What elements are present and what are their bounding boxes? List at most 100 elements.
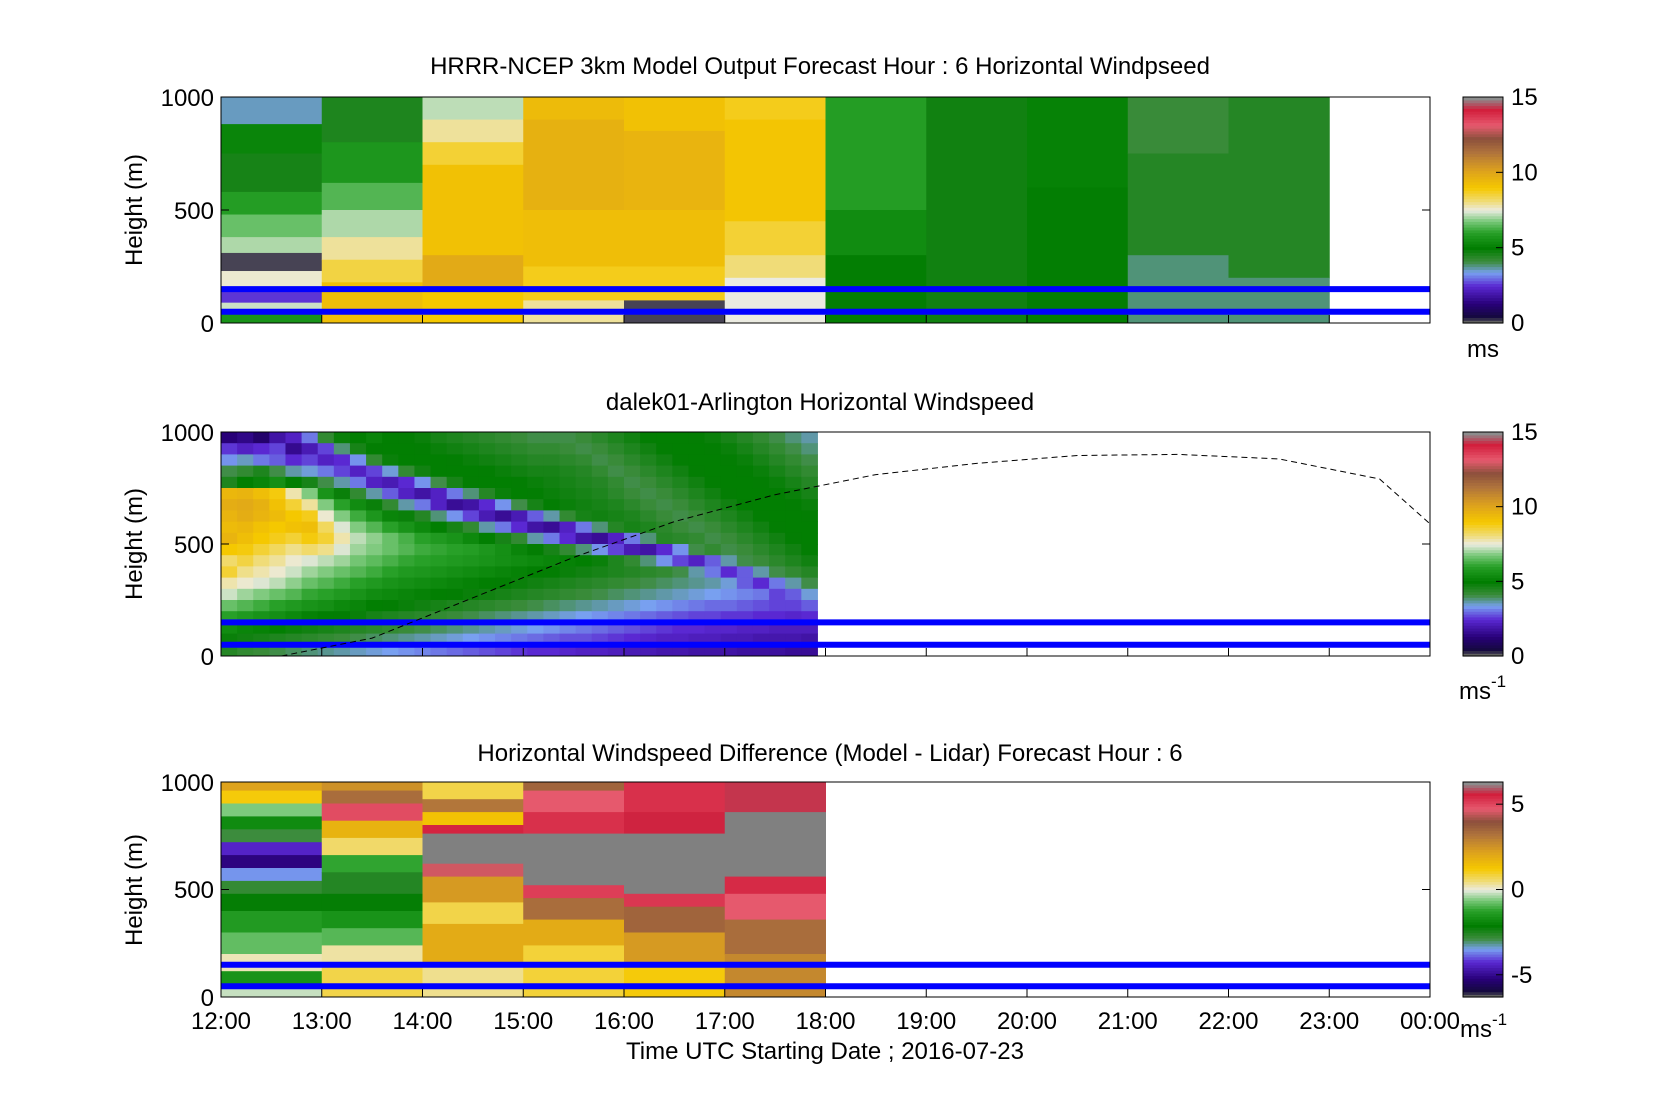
colorbar-swatch-2-20 [1463,940,1503,944]
colorbar-swatch-0-40 [1463,207,1503,211]
panel-model-x-ticks [220,96,1431,324]
colorbar-swatch-2-44 [1463,876,1503,880]
colorbar-swatch-1-26 [1463,580,1503,584]
lidar-cell-2-11 [253,555,270,567]
lidar-cell-10-15 [382,600,399,612]
heatmap-cell-2-4-0 [624,782,726,813]
heatmap-cell-0-2-2 [422,142,524,166]
lidar-cell-10-8 [382,521,399,534]
lidar-cell-28-11 [672,555,689,567]
lidar-cell-29-9 [688,532,706,545]
lidar-cell-31-19 [720,644,738,657]
lidar-cell-33-14 [752,588,770,601]
lidar-cell-7-9 [333,532,351,545]
lidar-cell-34-10 [769,544,786,556]
lidar-cell-34-8 [769,521,786,534]
lidar-cell-2-14 [253,588,270,601]
lidar-cell-8-0 [349,432,367,444]
heatmap-cell-2-0-11 [221,932,323,955]
lidar-cell-15-10 [462,544,480,556]
heatmap-cell-2-0-10 [221,911,323,933]
lidar-cell-4-2 [285,454,303,467]
colorbar-swatch-1-33 [1463,560,1503,565]
heatmap-cell-2-3-4 [523,885,625,899]
lidar-cell-34-9 [769,532,786,545]
lidar-cell-29-18 [688,633,706,646]
lidar-cell-7-10 [333,544,351,556]
lidar-cell-31-7 [720,510,738,523]
lidar-cell-3-16 [269,611,286,623]
lidar-cell-14-14 [446,588,464,601]
lidar-cell-29-0 [688,432,706,444]
lidar-cell-1-2 [237,454,254,467]
colorbar-swatch-2-35 [1463,900,1503,904]
lidar-cell-25-9 [624,532,641,545]
colorbar-swatch-2-53 [1463,851,1503,856]
lidar-cell-20-10 [543,544,561,556]
lidar-cell-35-15 [785,600,802,612]
lidar-cell-3-1 [269,443,286,455]
lidar-cell-6-11 [317,555,335,567]
lidar-cell-22-2 [575,454,593,467]
lidar-cell-8-10 [349,544,367,556]
lidar-cell-32-6 [736,499,754,511]
lidar-cell-30-17 [704,622,722,635]
lidar-cell-0-6 [221,499,238,511]
lidar-cell-11-2 [398,454,415,467]
lidar-cell-27-16 [656,611,673,623]
lidar-cell-21-15 [559,600,577,612]
colorbar-swatch-0-62 [1463,145,1503,149]
lidar-cell-30-0 [704,432,722,444]
colorbar-swatch-2-54 [1463,849,1503,853]
lidar-cell-22-12 [575,566,593,579]
lidar-cell-36-9 [801,532,818,545]
colorbar-swatch-0-27 [1463,243,1503,248]
lidar-cell-27-5 [656,488,673,500]
lidar-cell-4-11 [285,555,303,567]
colorbar-swatch-2-56 [1463,843,1503,848]
colorbar-swatch-1-31 [1463,566,1503,570]
lidar-cell-12-12 [414,566,432,579]
lidar-cell-19-0 [527,432,544,444]
colorbar-swatch-2-68 [1463,811,1503,815]
colorbar-swatch-1-70 [1463,457,1503,461]
panel-model-reference-lines [221,286,1430,315]
lidar-cell-23-6 [591,499,609,511]
lidar-cell-36-11 [801,555,818,567]
lidar-cell-15-5 [462,488,480,500]
lidar-cell-9-1 [366,443,383,455]
heatmap-cell-0-1-5 [321,259,423,283]
lidar-cell-29-17 [688,622,706,635]
colorbar-swatch-1-38 [1463,546,1503,551]
lidar-cell-32-11 [736,555,754,567]
lidar-cell-13-19 [430,644,448,657]
lidar-cell-9-5 [366,488,383,500]
colorbar-swatch-1-32 [1463,563,1503,567]
colorbar-swatch-1-25 [1463,583,1503,587]
lidar-cell-18-15 [511,600,528,612]
colorbar-swatch-2-36 [1463,897,1503,901]
colorbar-swatch-0-35 [1463,221,1503,225]
lidar-cell-3-0 [269,432,286,444]
colorbar-swatch-2-4 [1463,983,1503,987]
lidar-cell-19-9 [527,532,544,545]
lidar-cell-5-4 [301,476,319,489]
lidar-cell-16-15 [478,600,496,612]
lidar-cell-7-1 [333,443,351,455]
lidar-cell-7-2 [333,454,351,467]
lidar-cell-22-14 [575,588,593,601]
lidar-cell-20-14 [543,588,561,601]
lidar-cell-20-3 [543,465,561,478]
lidar-cell-6-1 [317,443,335,455]
heatmap-cell-2-1-11 [321,962,423,998]
lidar-cell-15-9 [462,532,480,545]
colorbar-swatch-2-65 [1463,819,1503,823]
colorbar-swatch-2-32 [1463,908,1503,912]
lidar-cell-16-1 [478,443,496,455]
lidar-cell-16-5 [478,488,496,500]
lidar-cell-15-16 [462,611,480,623]
colorbar-swatch-2-5 [1463,980,1503,985]
colorbar-swatch-0-13 [1463,283,1503,287]
heatmap-cell-2-1-1 [321,790,423,804]
lidar-cell-20-6 [543,499,561,511]
